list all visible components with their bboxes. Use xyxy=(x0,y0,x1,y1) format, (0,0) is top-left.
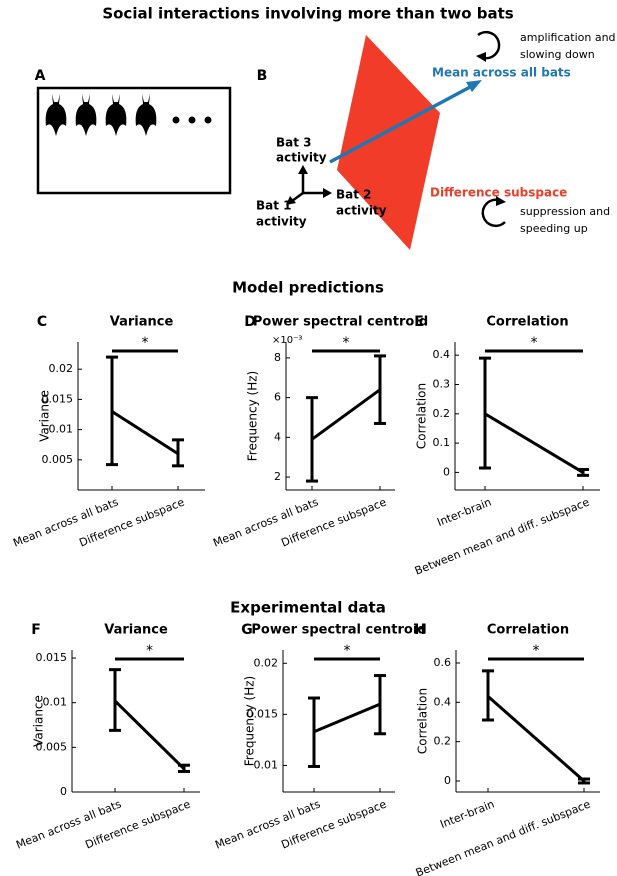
x-tick-label: Between mean and diff. subspace xyxy=(413,495,592,577)
y-scale-label: ×10⁻³ xyxy=(272,335,302,346)
chart-title: Variance xyxy=(110,315,174,330)
y-tick-label: 2 xyxy=(274,470,281,483)
axis-text: activity xyxy=(276,151,327,165)
y-tick-label: 0.6 xyxy=(434,656,452,669)
diff-label: Difference subspace xyxy=(430,186,567,200)
y-tick-label: 0.02 xyxy=(254,656,279,669)
mean-line xyxy=(313,702,381,734)
y-tick-label: 0.015 xyxy=(36,651,68,664)
y-tick-label: 0.2 xyxy=(434,735,452,748)
y-tick-label: 0 xyxy=(60,785,67,798)
mean-line xyxy=(113,699,186,770)
panel-letter: F xyxy=(31,622,41,638)
y-tick-label: 0.1 xyxy=(433,436,451,449)
x-tick-label: Mean across all bats xyxy=(11,495,120,549)
panel-letter: G xyxy=(241,622,253,638)
effect-text: slowing down xyxy=(520,48,595,61)
y-tick-label: 8 xyxy=(274,351,281,364)
y-tick-label: 4 xyxy=(274,430,281,443)
panel-letter: A xyxy=(35,68,46,84)
y-axis-label: Variance xyxy=(32,695,46,747)
panel-letter: H xyxy=(414,622,426,638)
y-tick-label: 0 xyxy=(443,465,450,478)
significance-star: * xyxy=(531,335,538,351)
axis-text: Bat 2 xyxy=(336,188,372,202)
y-tick-label: 0.005 xyxy=(42,453,74,466)
y-tick-label: 0.4 xyxy=(434,695,452,708)
axis-text: activity xyxy=(256,215,307,229)
x-tick-label: Mean across all bats xyxy=(213,797,322,851)
y-tick-label: 0.3 xyxy=(433,377,451,390)
section-title: Experimental data xyxy=(230,599,386,617)
y-tick-label: 0.2 xyxy=(433,407,451,420)
panel-letter: C xyxy=(37,314,47,330)
section-title: Model predictions xyxy=(232,279,384,297)
subspace-diagram xyxy=(286,30,506,250)
y-tick-label: 0.4 xyxy=(433,348,451,361)
y-axis-label: Variance xyxy=(38,390,52,442)
panel-letter: B xyxy=(257,68,268,84)
y-tick-label: 0.01 xyxy=(254,758,279,771)
effect-text: amplification and xyxy=(520,31,616,44)
y-axis-label: Correlation xyxy=(415,383,429,449)
x-tick-label: Inter-brain xyxy=(435,495,493,529)
significance-star: * xyxy=(146,643,153,659)
chart-title: Correlation xyxy=(486,315,568,330)
y-tick-label: 0 xyxy=(444,774,451,787)
axis-text: activity xyxy=(336,204,387,218)
mean-line xyxy=(311,388,381,441)
y-tick-label: 0.015 xyxy=(42,392,74,405)
significance-star: * xyxy=(343,335,350,351)
y-tick-label: 0.01 xyxy=(49,423,74,436)
x-tick-label: Inter-brain xyxy=(438,797,496,831)
y-tick-label: 6 xyxy=(274,391,281,404)
y-axis-label: Frequency (Hz) xyxy=(246,371,260,462)
chart-title: Correlation xyxy=(487,623,569,638)
mean-label: Mean across all bats xyxy=(432,66,571,80)
mean-line xyxy=(111,410,179,456)
chart-title: Power spectral centroid xyxy=(251,623,426,638)
effect-text: speeding up xyxy=(520,222,588,235)
y-tick-label: 0.005 xyxy=(36,740,68,753)
chart-title: Power spectral centroid xyxy=(253,315,428,330)
bat-box xyxy=(36,86,232,195)
y-axis-label: Frequency (Hz) xyxy=(243,676,257,767)
y-axis-label: Correlation xyxy=(416,688,430,754)
mean-line xyxy=(484,412,584,474)
y-tick-label: 0.02 xyxy=(49,362,74,375)
mean-line xyxy=(487,695,585,783)
axis-text: Bat 1 xyxy=(256,199,292,213)
significance-star: * xyxy=(344,643,351,659)
significance-star: * xyxy=(142,335,149,351)
panel-letter: E xyxy=(414,314,424,330)
axis-text: Bat 3 xyxy=(276,136,312,150)
x-tick-label: Between mean and diff. subspace xyxy=(414,797,593,876)
y-tick-label: 0.01 xyxy=(43,696,68,709)
chart-title: Variance xyxy=(104,623,168,638)
figure-title: Social interactions involving more than … xyxy=(102,5,513,23)
effect-text: suppression and xyxy=(520,205,610,218)
significance-star: * xyxy=(533,643,540,659)
y-tick-label: 0.015 xyxy=(247,707,279,720)
panel-letter: D xyxy=(244,314,256,330)
